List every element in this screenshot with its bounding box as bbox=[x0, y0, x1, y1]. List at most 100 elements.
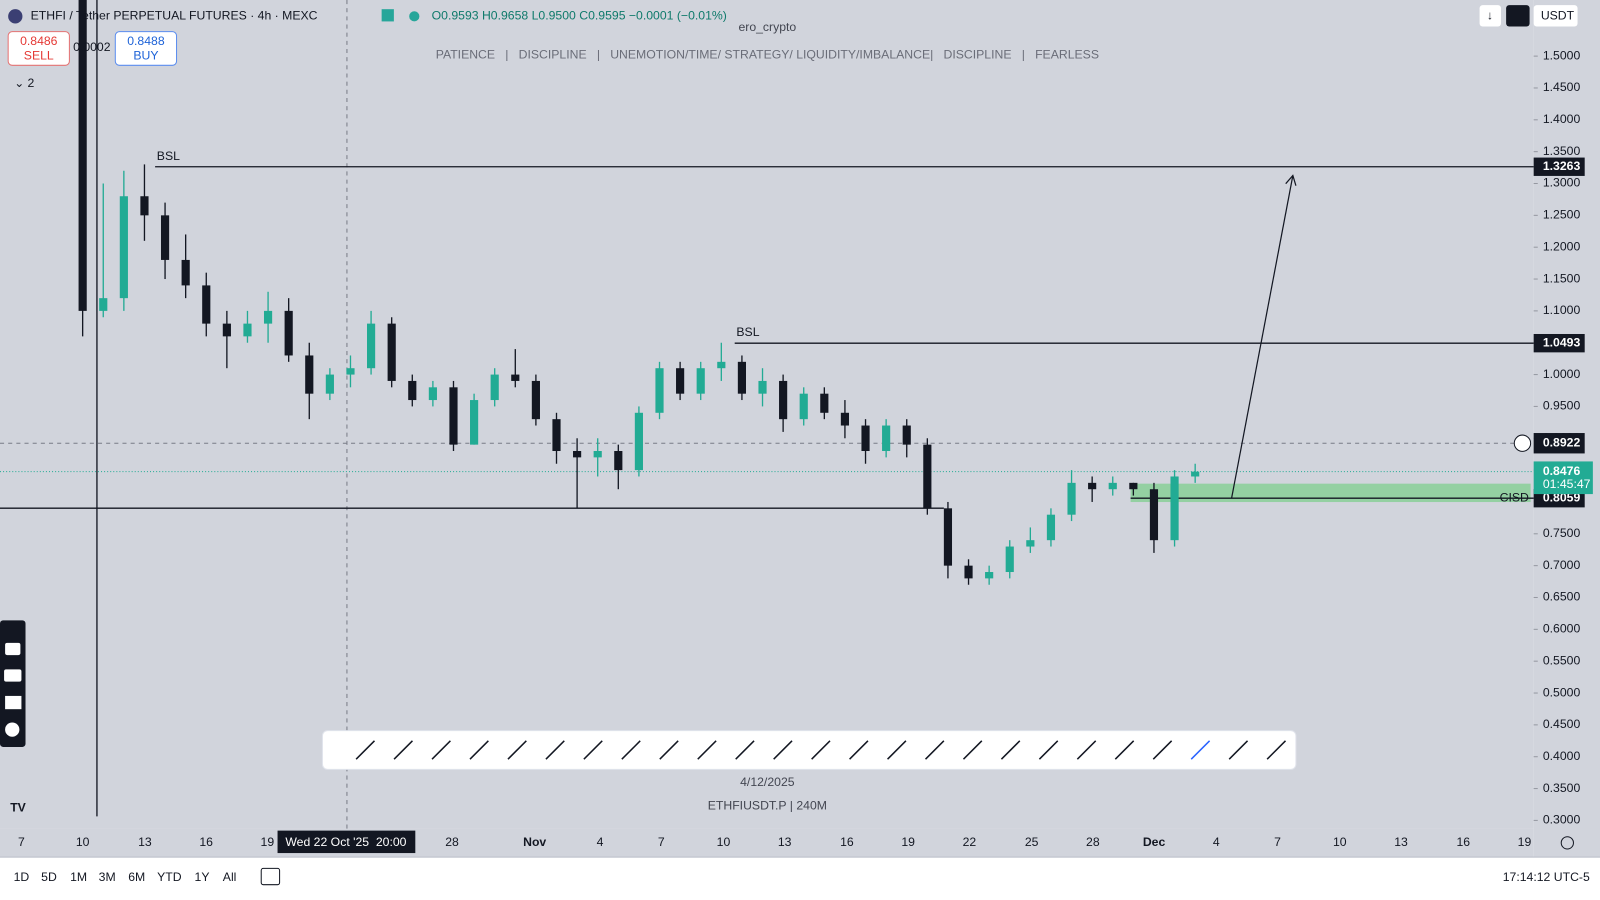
currency-button[interactable] bbox=[1533, 5, 1578, 27]
tool-icon[interactable] bbox=[1038, 740, 1059, 760]
date-note: 4/12/2025 bbox=[740, 775, 795, 789]
candle-body bbox=[902, 425, 911, 445]
tool-icon[interactable] bbox=[773, 740, 793, 760]
download-icon[interactable]: ↓ bbox=[1487, 9, 1493, 23]
candle-body bbox=[614, 451, 623, 471]
camera-icon[interactable] bbox=[5, 642, 21, 656]
range-button[interactable]: 3M bbox=[99, 870, 116, 884]
candle-body bbox=[449, 387, 458, 445]
x-tick-label: 28 bbox=[445, 835, 459, 849]
date-range-icon[interactable] bbox=[260, 867, 281, 886]
candle-body bbox=[1191, 471, 1200, 477]
range-button[interactable]: 1M bbox=[70, 870, 87, 884]
tool-icon[interactable] bbox=[887, 740, 907, 760]
tool-icon[interactable] bbox=[735, 740, 755, 760]
y-tick-label: 0.9500 bbox=[1543, 399, 1581, 413]
tool-icon[interactable] bbox=[431, 740, 451, 760]
y-tick-label: 1.3500 bbox=[1543, 144, 1581, 158]
tool-icon[interactable] bbox=[583, 740, 603, 760]
tool-icon[interactable] bbox=[545, 740, 565, 760]
symbol-logo bbox=[8, 9, 23, 24]
clock: 17:14:12 UTC-5 bbox=[1503, 870, 1590, 884]
tv-logo: TV bbox=[10, 800, 26, 814]
x-tick-label: 7 bbox=[658, 835, 665, 849]
sell-label[interactable]: SELL bbox=[24, 48, 54, 62]
tool-icon[interactable] bbox=[1228, 740, 1249, 760]
spread: 0.0002 bbox=[73, 40, 111, 54]
level-price-box bbox=[1533, 157, 1585, 176]
candle-body bbox=[573, 451, 582, 458]
range-button[interactable]: YTD bbox=[157, 870, 182, 884]
crosshair-time-box bbox=[277, 830, 416, 854]
time-axis bbox=[0, 828, 1534, 858]
candle-body bbox=[119, 196, 128, 299]
tool-icon[interactable] bbox=[621, 740, 641, 760]
candle-body bbox=[676, 368, 685, 394]
range-button[interactable]: All bbox=[223, 870, 237, 884]
x-tick-label: 13 bbox=[778, 835, 792, 849]
axis-settings[interactable] bbox=[1560, 836, 1574, 850]
buy-button[interactable] bbox=[114, 31, 178, 66]
tool-icon[interactable] bbox=[659, 740, 679, 760]
currency[interactable]: USDT bbox=[1541, 9, 1575, 23]
candle-body bbox=[634, 412, 643, 471]
candle-body bbox=[511, 374, 520, 381]
projection-arrow bbox=[1231, 175, 1294, 499]
video-icon[interactable] bbox=[4, 669, 22, 682]
range-button[interactable]: 6M bbox=[128, 870, 145, 884]
tool-icon[interactable] bbox=[1076, 740, 1097, 760]
sync-button[interactable] bbox=[1506, 5, 1530, 27]
settings-icon[interactable] bbox=[5, 722, 20, 737]
candle-body bbox=[78, 0, 87, 311]
layers-icon[interactable] bbox=[5, 695, 22, 710]
tool-icon[interactable] bbox=[1152, 740, 1173, 760]
candle-body bbox=[1088, 482, 1097, 490]
candle-body bbox=[202, 285, 211, 324]
y-tick-label: 0.7500 bbox=[1543, 526, 1581, 540]
x-tick-label: 4 bbox=[597, 835, 604, 849]
tool-icon[interactable] bbox=[469, 740, 489, 760]
y-tick-label: 0.6500 bbox=[1543, 590, 1581, 604]
range-button[interactable]: 1D bbox=[14, 870, 30, 884]
candle-body bbox=[367, 323, 376, 369]
tool-icon[interactable] bbox=[962, 740, 983, 760]
add-alert[interactable] bbox=[1513, 434, 1532, 452]
candle-body bbox=[964, 565, 973, 579]
candle-body bbox=[985, 572, 994, 579]
range-button[interactable]: 5D bbox=[41, 870, 57, 884]
tool-icon[interactable] bbox=[1190, 740, 1211, 760]
cisd-zone bbox=[1130, 483, 1531, 503]
sell-price[interactable]: 0.8486 bbox=[20, 34, 58, 48]
tool-icon[interactable] bbox=[811, 740, 831, 760]
tool-icon[interactable] bbox=[1114, 740, 1135, 760]
candle-body bbox=[222, 323, 231, 337]
candle-body bbox=[284, 310, 293, 356]
x-tick-label: 19 bbox=[261, 835, 275, 849]
candle-body bbox=[1046, 514, 1056, 541]
buy-price[interactable]: 0.8488 bbox=[127, 34, 165, 48]
symbol-title[interactable]: ETHFI / Tether PERPETUAL FUTURES · 4h · … bbox=[31, 9, 318, 23]
indicators-toggle[interactable]: ⌄ bbox=[14, 76, 24, 90]
candle-body bbox=[820, 393, 829, 413]
tool-icon[interactable] bbox=[697, 740, 717, 760]
tool-icon[interactable] bbox=[1000, 740, 1021, 760]
tool-icon[interactable] bbox=[393, 740, 413, 760]
buy-label[interactable]: BUY bbox=[133, 48, 158, 62]
candle-body bbox=[943, 508, 953, 566]
candle-body bbox=[593, 451, 602, 458]
tool-icon[interactable] bbox=[355, 740, 376, 760]
sell-button[interactable] bbox=[7, 31, 70, 66]
slogan: PATIENCE | DISCIPLINE | UNEMOTION/TIME/ … bbox=[436, 47, 1099, 61]
indicator-count[interactable]: 2 bbox=[28, 76, 35, 90]
download-button[interactable] bbox=[1479, 5, 1502, 27]
tool-icon[interactable] bbox=[924, 740, 945, 760]
level-price-box bbox=[1533, 333, 1585, 353]
candle-body bbox=[140, 196, 149, 216]
chart-pane bbox=[0, 0, 1534, 829]
flag[interactable] bbox=[381, 9, 394, 22]
tool-icon[interactable] bbox=[1266, 740, 1287, 760]
range-button[interactable]: 1Y bbox=[195, 870, 210, 884]
tool-icon[interactable] bbox=[507, 740, 527, 760]
tool-icon[interactable] bbox=[849, 740, 869, 760]
y-tick-label: 0.3500 bbox=[1543, 781, 1581, 795]
